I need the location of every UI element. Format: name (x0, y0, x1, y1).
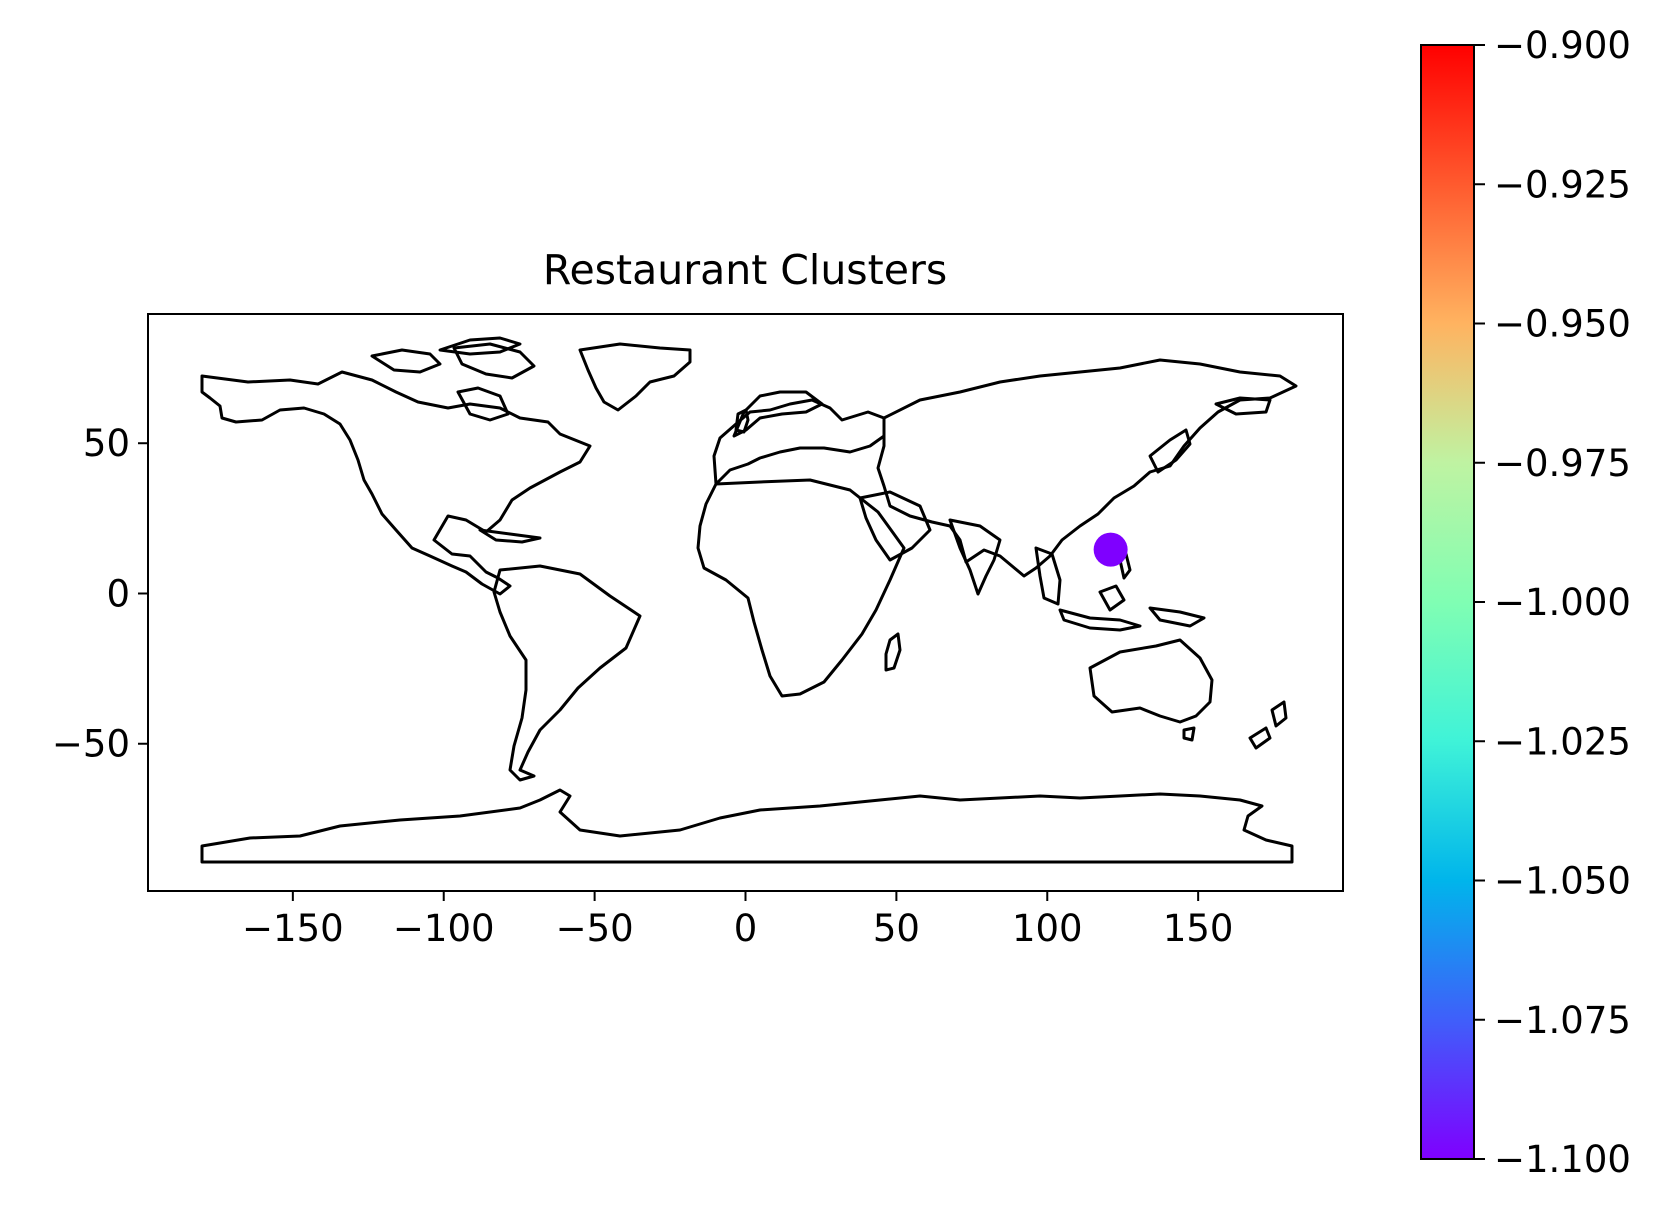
colorbar-axis: −0.900 −0.925 −0.950 −0.975 −1.000 −1.025 −1.0… (1474, 24, 1631, 1181)
x-tick-label: −100 (393, 907, 495, 950)
data-point (1093, 532, 1128, 567)
colorbar-tick-label: −0.950 (1494, 303, 1631, 346)
colorbar-tick-label: −0.925 (1494, 163, 1631, 206)
y-tick-label: −50 (52, 723, 130, 766)
colorbar-tick-label: −0.975 (1494, 442, 1631, 485)
y-tick-label: 0 (106, 572, 130, 615)
colorbar-tick-label: −1.025 (1494, 720, 1631, 763)
x-tick-label: −50 (556, 907, 634, 950)
x-tick-label: 150 (1163, 907, 1234, 950)
colorbar-tick-label: −1.050 (1494, 860, 1631, 903)
data-points (1093, 532, 1128, 567)
y-tick-label: 50 (83, 422, 130, 465)
colorbar-tick-label: −0.900 (1494, 24, 1631, 67)
chart-title: Restaurant Clusters (543, 246, 947, 294)
x-axis: −150 −100 −50 0 50 100 150 (242, 891, 1233, 950)
plot-frame (147, 313, 1344, 892)
colorbar (1420, 44, 1475, 1160)
x-tick-label: 100 (1012, 907, 1083, 950)
x-tick-label: −150 (242, 907, 344, 950)
colorbar-tick-label: −1.100 (1494, 1138, 1631, 1181)
colorbar-tick-label: −1.000 (1494, 581, 1631, 624)
x-tick-label: 50 (873, 907, 920, 950)
colorbar-tick-label: −1.075 (1494, 999, 1631, 1042)
world-coastlines (200, 336, 1298, 864)
y-axis: 50 0 −50 (52, 422, 148, 766)
x-tick-label: 0 (734, 907, 758, 950)
